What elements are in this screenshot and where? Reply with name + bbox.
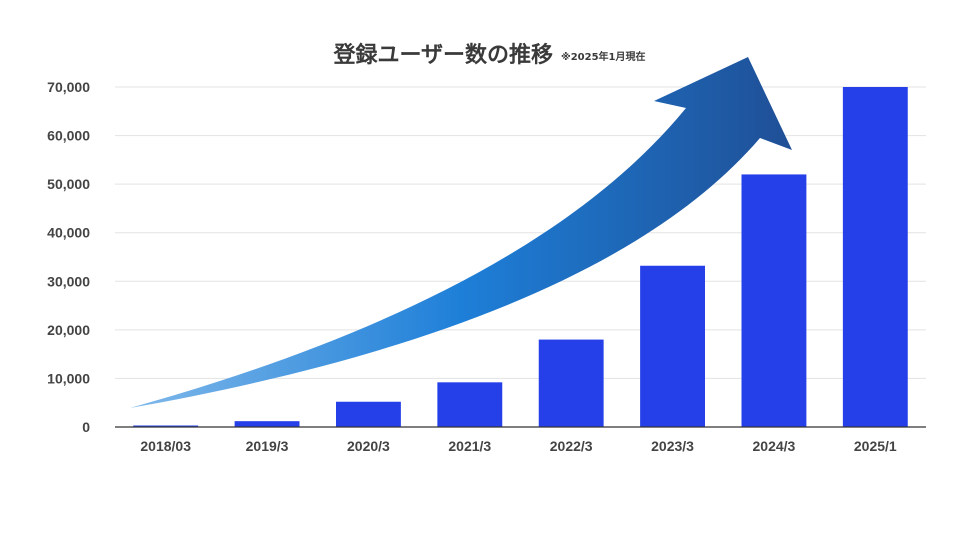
bar [538,339,604,427]
y-tick-label: 20,000 [47,322,90,338]
y-tick-label: 30,000 [47,273,90,289]
x-tick-label: 2021/3 [448,438,491,454]
bars [133,87,908,427]
x-tick-label: 2022/3 [550,438,593,454]
x-axis-ticks: 2018/03 2019/3 2020/3 2021/3 2022/3 2023/3 202… [140,438,897,454]
y-axis-ticks: 0 10,000 20,000 30,000 40,000 50,000 60,000 70,… [47,79,90,435]
bar [234,421,300,427]
x-tick-label: 2018/03 [140,438,191,454]
y-tick-label: 70,000 [47,79,90,95]
y-tick-label: 10,000 [47,370,90,386]
x-tick-label: 2024/3 [753,438,796,454]
trend-arrow [130,57,792,408]
y-tick-label: 60,000 [47,128,90,144]
chart-title: 登録ユーザー数の推移 [332,42,553,68]
x-tick-label: 2023/3 [651,438,694,454]
bar [842,87,908,427]
x-tick-label: 2019/3 [246,438,289,454]
x-tick-label: 2025/1 [854,438,897,454]
y-tick-label: 0 [82,419,90,435]
y-tick-label: 50,000 [47,176,90,192]
y-tick-label: 40,000 [47,225,90,241]
bar [133,425,199,427]
bar [640,265,706,427]
x-tick-label: 2020/3 [347,438,390,454]
bar [437,382,503,427]
bar [335,401,401,427]
chart-subtitle: ※2025年1月現在 [561,50,646,63]
bar [741,174,807,427]
trend-arrow-shape [130,57,792,408]
